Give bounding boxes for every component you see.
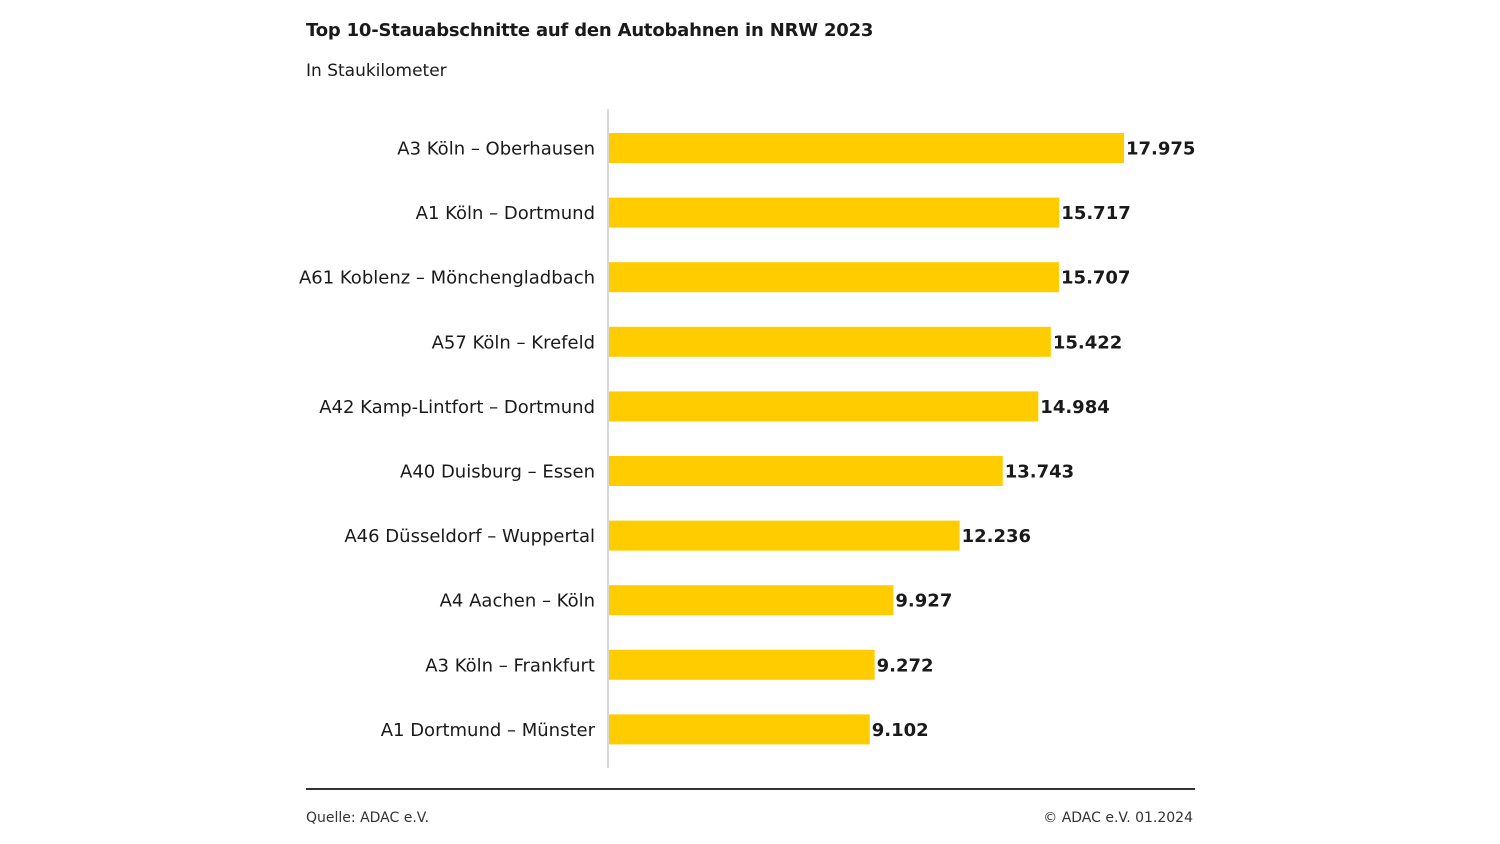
chart-title: Top 10-Stauabschnitte auf den Autobahnen…	[306, 20, 874, 41]
bar-10	[609, 714, 870, 745]
category-label-7: A46 Düsseldorf – Wuppertal	[344, 526, 595, 547]
value-label-7: 12.236	[962, 526, 1031, 547]
category-label-3: A61 Koblenz – Mönchengladbach	[299, 268, 595, 289]
value-label-10: 9.102	[872, 720, 929, 741]
bar-9	[609, 649, 875, 680]
value-label-5: 14.984	[1040, 397, 1109, 418]
bar-8	[609, 585, 894, 616]
category-label-4: A57 Köln – Krefeld	[432, 332, 595, 353]
bar-1	[609, 133, 1124, 163]
category-label-9: A3 Köln – Frankfurt	[425, 655, 595, 676]
value-label-4: 15.422	[1053, 332, 1122, 353]
copyright-note: © ADAC e.V. 01.2024	[1043, 810, 1193, 826]
value-label-1: 17.975	[1126, 139, 1195, 160]
source-note: Quelle: ADAC e.V.	[306, 810, 430, 826]
category-label-2: A1 Köln – Dortmund	[416, 203, 595, 224]
category-label-10: A1 Dortmund – Münster	[381, 720, 596, 741]
bar-6	[609, 456, 1003, 486]
value-label-8: 9.927	[895, 591, 952, 612]
bar-5	[609, 391, 1039, 422]
category-label-5: A42 Kamp-Lintfort – Dortmund	[319, 397, 595, 418]
footer-divider	[306, 788, 1195, 790]
category-label-1: A3 Köln – Oberhausen	[397, 139, 595, 160]
value-label-6: 13.743	[1005, 462, 1074, 483]
chart-subtitle: In Staukilometer	[306, 61, 447, 81]
bar-7	[609, 520, 960, 551]
value-label-2: 15.717	[1061, 203, 1130, 224]
value-label-3: 15.707	[1061, 268, 1130, 289]
value-label-9: 9.272	[877, 655, 934, 676]
bar-2	[609, 197, 1060, 228]
category-label-8: A4 Aachen – Köln	[440, 591, 595, 612]
category-label-6: A40 Duisburg – Essen	[400, 462, 595, 483]
bar-3	[609, 262, 1060, 293]
bar-4	[609, 326, 1051, 357]
